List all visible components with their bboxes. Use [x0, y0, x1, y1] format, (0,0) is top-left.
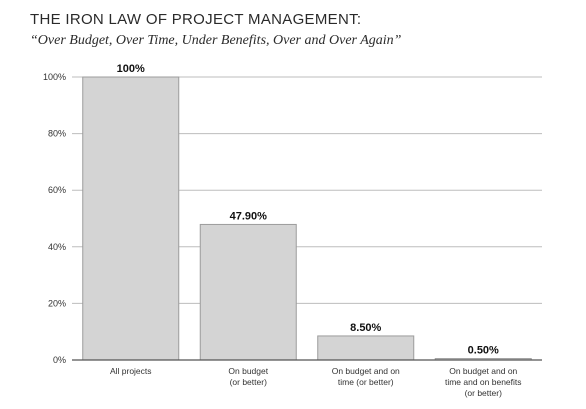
y-tick-label: 40%: [48, 242, 66, 252]
chart-subtitle: “Over Budget, Over Time, Under Benefits,…: [30, 33, 402, 48]
x-tick-label: On budget and on time (or better): [332, 366, 400, 387]
x-tick-label: On budget and on time and on benefits (or …: [445, 366, 522, 398]
y-tick-label: 100%: [43, 72, 66, 82]
bar-value-label: 47.90%: [230, 210, 268, 222]
chart-title: THE IRON LAW OF PROJECT MANAGEMENT:: [30, 11, 362, 28]
bar-value-label: 0.50%: [468, 345, 499, 357]
y-tick-label: 60%: [48, 185, 66, 195]
bar: [199, 223, 297, 361]
x-tick-label: On budget (or better): [228, 366, 268, 387]
x-tick-label: All projects: [110, 366, 152, 376]
bar: [317, 335, 415, 361]
bar: [82, 76, 180, 361]
bar-value-label: 100%: [117, 63, 145, 75]
y-tick-label: 80%: [48, 129, 66, 139]
y-tick-label: 20%: [48, 298, 66, 308]
y-tick-label: 0%: [53, 355, 66, 365]
bar-value-label: 8.50%: [350, 322, 381, 334]
